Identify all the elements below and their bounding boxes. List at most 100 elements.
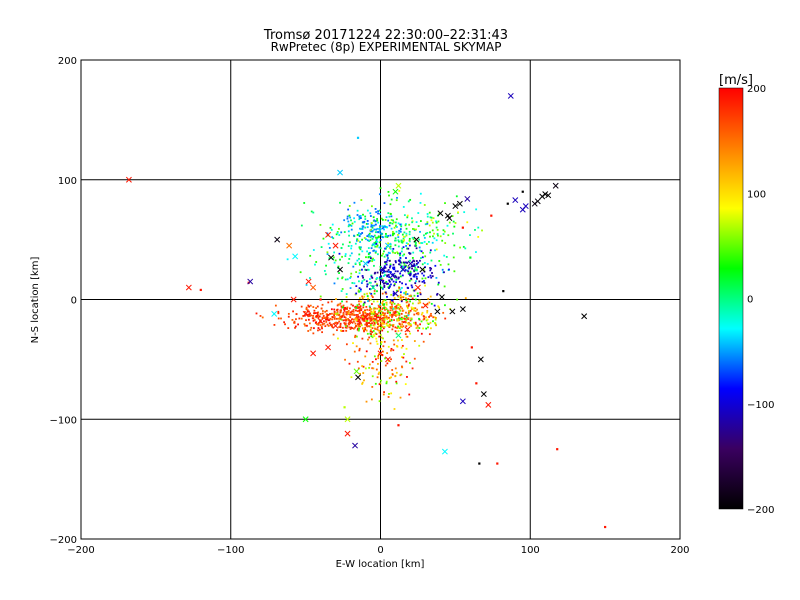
scatter-dot <box>371 315 374 318</box>
scatter-dot <box>324 325 327 328</box>
chart-title: Tromsø 20171224 22:30:00–22:31:43 <box>263 28 508 43</box>
scatter-dot <box>377 357 380 360</box>
scatter-dot <box>360 288 362 291</box>
scatter-dot <box>358 261 361 264</box>
scatter-dot <box>415 280 417 283</box>
scatter-dot <box>387 316 390 319</box>
scatter-dot <box>373 324 376 327</box>
scatter-dot <box>430 314 433 317</box>
scatter-dot <box>366 292 368 295</box>
scatter-dot <box>371 327 374 330</box>
scatter-dot <box>350 247 353 250</box>
scatter-dot <box>496 462 499 465</box>
scatter-dot <box>425 327 428 330</box>
scatter-dot <box>423 236 426 239</box>
scatter-dot <box>386 236 389 238</box>
scatter-dot <box>426 311 429 314</box>
scatter-dot <box>348 234 350 237</box>
scatter-dot <box>313 327 315 330</box>
y-axis-label: N-S location [km] <box>30 257 41 344</box>
x-tick-label: 0 <box>377 545 383 556</box>
scatter-dot <box>347 245 350 247</box>
x-tick-label: 200 <box>670 545 689 556</box>
scatter-dot <box>406 293 409 295</box>
scatter-dot <box>397 259 400 262</box>
scatter-dot <box>335 317 338 320</box>
scatter-dot <box>305 284 308 286</box>
scatter-dot <box>405 316 408 319</box>
scatter-dot <box>399 257 402 259</box>
scatter-dot <box>385 292 388 295</box>
scatter-dot <box>392 292 395 295</box>
scatter-dot <box>380 277 383 279</box>
scatter-dot <box>367 253 370 256</box>
scatter-cross <box>477 356 484 363</box>
scatter-dot <box>401 247 404 250</box>
scatter-dot <box>372 285 374 288</box>
scatter-dot <box>372 309 375 312</box>
scatter-dot <box>355 325 357 328</box>
scatter-dot <box>357 232 360 235</box>
scatter-dot <box>346 308 348 310</box>
scatter-dot <box>373 244 376 246</box>
scatter-dot <box>348 223 351 226</box>
scatter-dot <box>407 317 410 319</box>
scatter-dot <box>379 212 381 215</box>
scatter-dot <box>382 252 385 255</box>
scatter-dot <box>380 279 383 282</box>
scatter-dot <box>397 326 399 329</box>
scatter-dot <box>373 322 376 325</box>
scatter-dot <box>383 270 385 273</box>
scatter-dot <box>377 221 380 224</box>
scatter-dot <box>364 326 367 329</box>
scatter-dot <box>405 245 407 247</box>
scatter-dot <box>389 306 392 308</box>
scatter-dot <box>255 312 258 315</box>
scatter-dot <box>366 308 369 311</box>
scatter-dot <box>377 353 380 356</box>
scatter-dot <box>415 247 418 250</box>
scatter-dot <box>347 225 350 228</box>
scatter-dot <box>429 249 432 252</box>
scatter-dot <box>387 212 390 215</box>
scatter-dot <box>292 310 294 313</box>
scatter-dot <box>369 212 372 215</box>
scatter-dot <box>390 277 392 280</box>
scatter-dot <box>430 276 433 279</box>
scatter-dot <box>401 317 404 320</box>
scatter-dot <box>419 323 421 326</box>
scatter-dot <box>375 239 378 242</box>
scatter-dot <box>397 330 400 332</box>
scatter-dot <box>393 302 396 305</box>
scatter-dot <box>369 363 371 366</box>
scatter-dot <box>378 383 381 386</box>
scatter-dot <box>403 264 406 267</box>
scatter-dot <box>294 326 296 329</box>
scatter-dot <box>360 308 363 310</box>
scatter-dot <box>353 282 356 285</box>
scatter-dot <box>398 190 401 192</box>
scatter-dot <box>339 322 342 325</box>
scatter-dot <box>413 275 416 278</box>
scatter-dot <box>333 261 336 264</box>
scatter-dot <box>398 317 400 320</box>
scatter-dot <box>379 309 381 311</box>
scatter-dot <box>391 273 394 276</box>
scatter-dot <box>392 311 395 314</box>
y-tick-label: 200 <box>58 56 77 67</box>
scatter-dot <box>405 242 408 245</box>
scatter-dot <box>370 205 373 208</box>
scatter-dot <box>405 227 408 230</box>
scatter-dot <box>401 274 404 277</box>
scatter-dot <box>406 307 409 310</box>
scatter-dot <box>395 199 398 202</box>
scatter-dot <box>384 364 387 367</box>
scatter-dot <box>384 315 387 318</box>
scatter-dot <box>426 215 429 218</box>
colorbar-gradient <box>718 87 744 510</box>
scatter-dot <box>382 337 384 340</box>
scatter-dot <box>421 242 424 244</box>
scatter-dot <box>375 340 378 343</box>
